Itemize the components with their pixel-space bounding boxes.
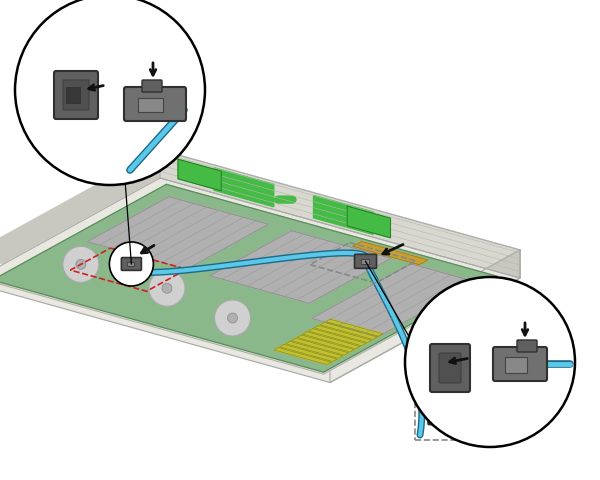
Polygon shape	[286, 341, 343, 359]
Circle shape	[227, 313, 238, 323]
Polygon shape	[320, 323, 377, 339]
Polygon shape	[353, 241, 428, 264]
Polygon shape	[280, 345, 337, 361]
Polygon shape	[0, 186, 497, 374]
Polygon shape	[303, 332, 360, 349]
Circle shape	[215, 300, 251, 336]
FancyBboxPatch shape	[121, 257, 142, 271]
Bar	[505, 357, 527, 373]
FancyBboxPatch shape	[142, 80, 162, 92]
Polygon shape	[311, 264, 477, 337]
FancyBboxPatch shape	[517, 340, 537, 352]
Polygon shape	[297, 335, 355, 352]
Circle shape	[109, 242, 154, 286]
FancyBboxPatch shape	[428, 409, 452, 425]
Polygon shape	[326, 319, 383, 336]
Bar	[434, 414, 443, 420]
FancyBboxPatch shape	[54, 71, 98, 119]
Circle shape	[76, 259, 86, 269]
Bar	[415, 370, 470, 440]
Polygon shape	[0, 178, 520, 383]
Circle shape	[149, 270, 185, 306]
FancyBboxPatch shape	[493, 347, 547, 381]
Bar	[138, 98, 163, 112]
Polygon shape	[87, 197, 268, 269]
FancyBboxPatch shape	[121, 258, 142, 270]
FancyBboxPatch shape	[430, 344, 470, 392]
Polygon shape	[0, 184, 497, 372]
Circle shape	[405, 277, 575, 447]
Bar	[127, 262, 134, 266]
Polygon shape	[330, 250, 520, 383]
Circle shape	[162, 283, 172, 293]
FancyBboxPatch shape	[124, 87, 186, 121]
Polygon shape	[214, 168, 274, 207]
Polygon shape	[160, 150, 520, 278]
Circle shape	[15, 0, 205, 185]
FancyBboxPatch shape	[439, 353, 461, 383]
Polygon shape	[314, 325, 371, 343]
FancyBboxPatch shape	[63, 80, 89, 110]
Polygon shape	[292, 338, 349, 355]
Polygon shape	[0, 150, 520, 355]
Bar	[361, 259, 368, 264]
Polygon shape	[308, 329, 366, 346]
FancyBboxPatch shape	[355, 254, 377, 268]
Polygon shape	[210, 231, 391, 303]
Bar	[66, 87, 80, 103]
Bar	[127, 262, 134, 266]
Polygon shape	[347, 206, 391, 238]
Circle shape	[63, 246, 99, 282]
Polygon shape	[178, 159, 221, 191]
Polygon shape	[274, 348, 331, 365]
Polygon shape	[314, 195, 373, 234]
